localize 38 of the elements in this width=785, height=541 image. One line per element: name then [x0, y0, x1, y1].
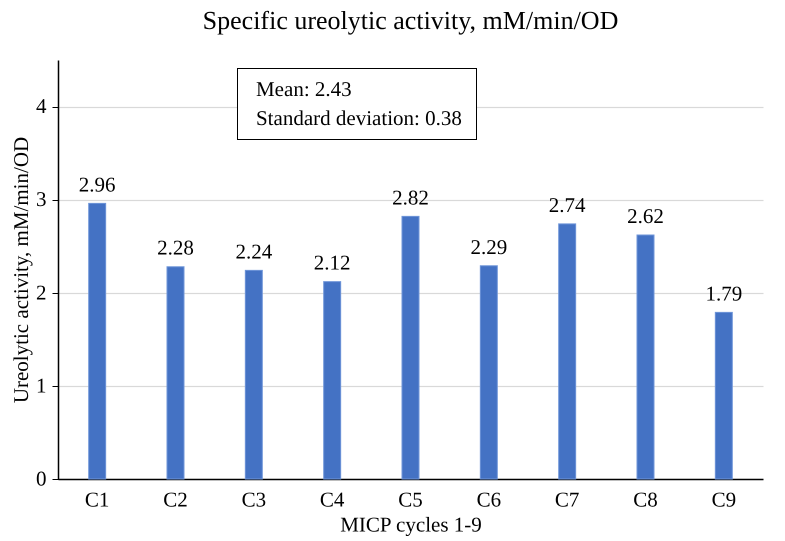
y-tick-label: 1 — [36, 373, 46, 398]
x-tick-label: C6 — [476, 488, 502, 512]
chart-title: Specific ureolytic activity, mM/min/OD — [202, 6, 618, 35]
bar — [323, 281, 342, 480]
x-tick-label: C9 — [712, 488, 736, 512]
bar — [636, 234, 654, 480]
x-tick-label: C4 — [320, 488, 345, 512]
bar — [480, 265, 498, 480]
bar — [402, 216, 420, 480]
bar — [244, 270, 263, 480]
x-tick-label: C2 — [163, 488, 188, 512]
x-tick-label: C1 — [84, 488, 110, 512]
data-label: 2.96 — [78, 172, 116, 196]
data-label: 2.24 — [235, 239, 273, 264]
bar — [714, 312, 733, 480]
x-tick-label: C8 — [633, 488, 658, 512]
y-tick-label: 3 — [36, 187, 46, 212]
y-tick-label: 0 — [36, 466, 46, 490]
note-box: Mean: 2.43 Standard deviation: 0.38 — [237, 68, 477, 140]
x-tick-label: C5 — [398, 488, 423, 512]
annotation: Standard deviation: 0.38 — [256, 105, 462, 132]
data-label: 1.79 — [705, 281, 742, 306]
x-tick-label: C3 — [242, 488, 266, 512]
data-label: 2.62 — [627, 204, 664, 228]
data-label: 2.29 — [470, 234, 508, 259]
y-tick-label: 4 — [36, 94, 47, 118]
data-label: 2.74 — [548, 192, 586, 217]
y-axis-title: Ureolytic activity, mM/min/OD — [9, 136, 33, 404]
bar — [166, 266, 184, 480]
y-tick-label: 2 — [36, 280, 46, 304]
annotation: Mean: 2.43 — [256, 76, 353, 103]
bar — [558, 223, 576, 480]
data-label: 2.12 — [314, 250, 351, 275]
data-label: 2.28 — [157, 236, 194, 260]
x-tick-label: C7 — [554, 488, 580, 512]
data-label: 2.82 — [392, 185, 429, 210]
x-axis-title: MICP cycles 1-9 — [340, 512, 482, 536]
bar — [88, 202, 106, 480]
